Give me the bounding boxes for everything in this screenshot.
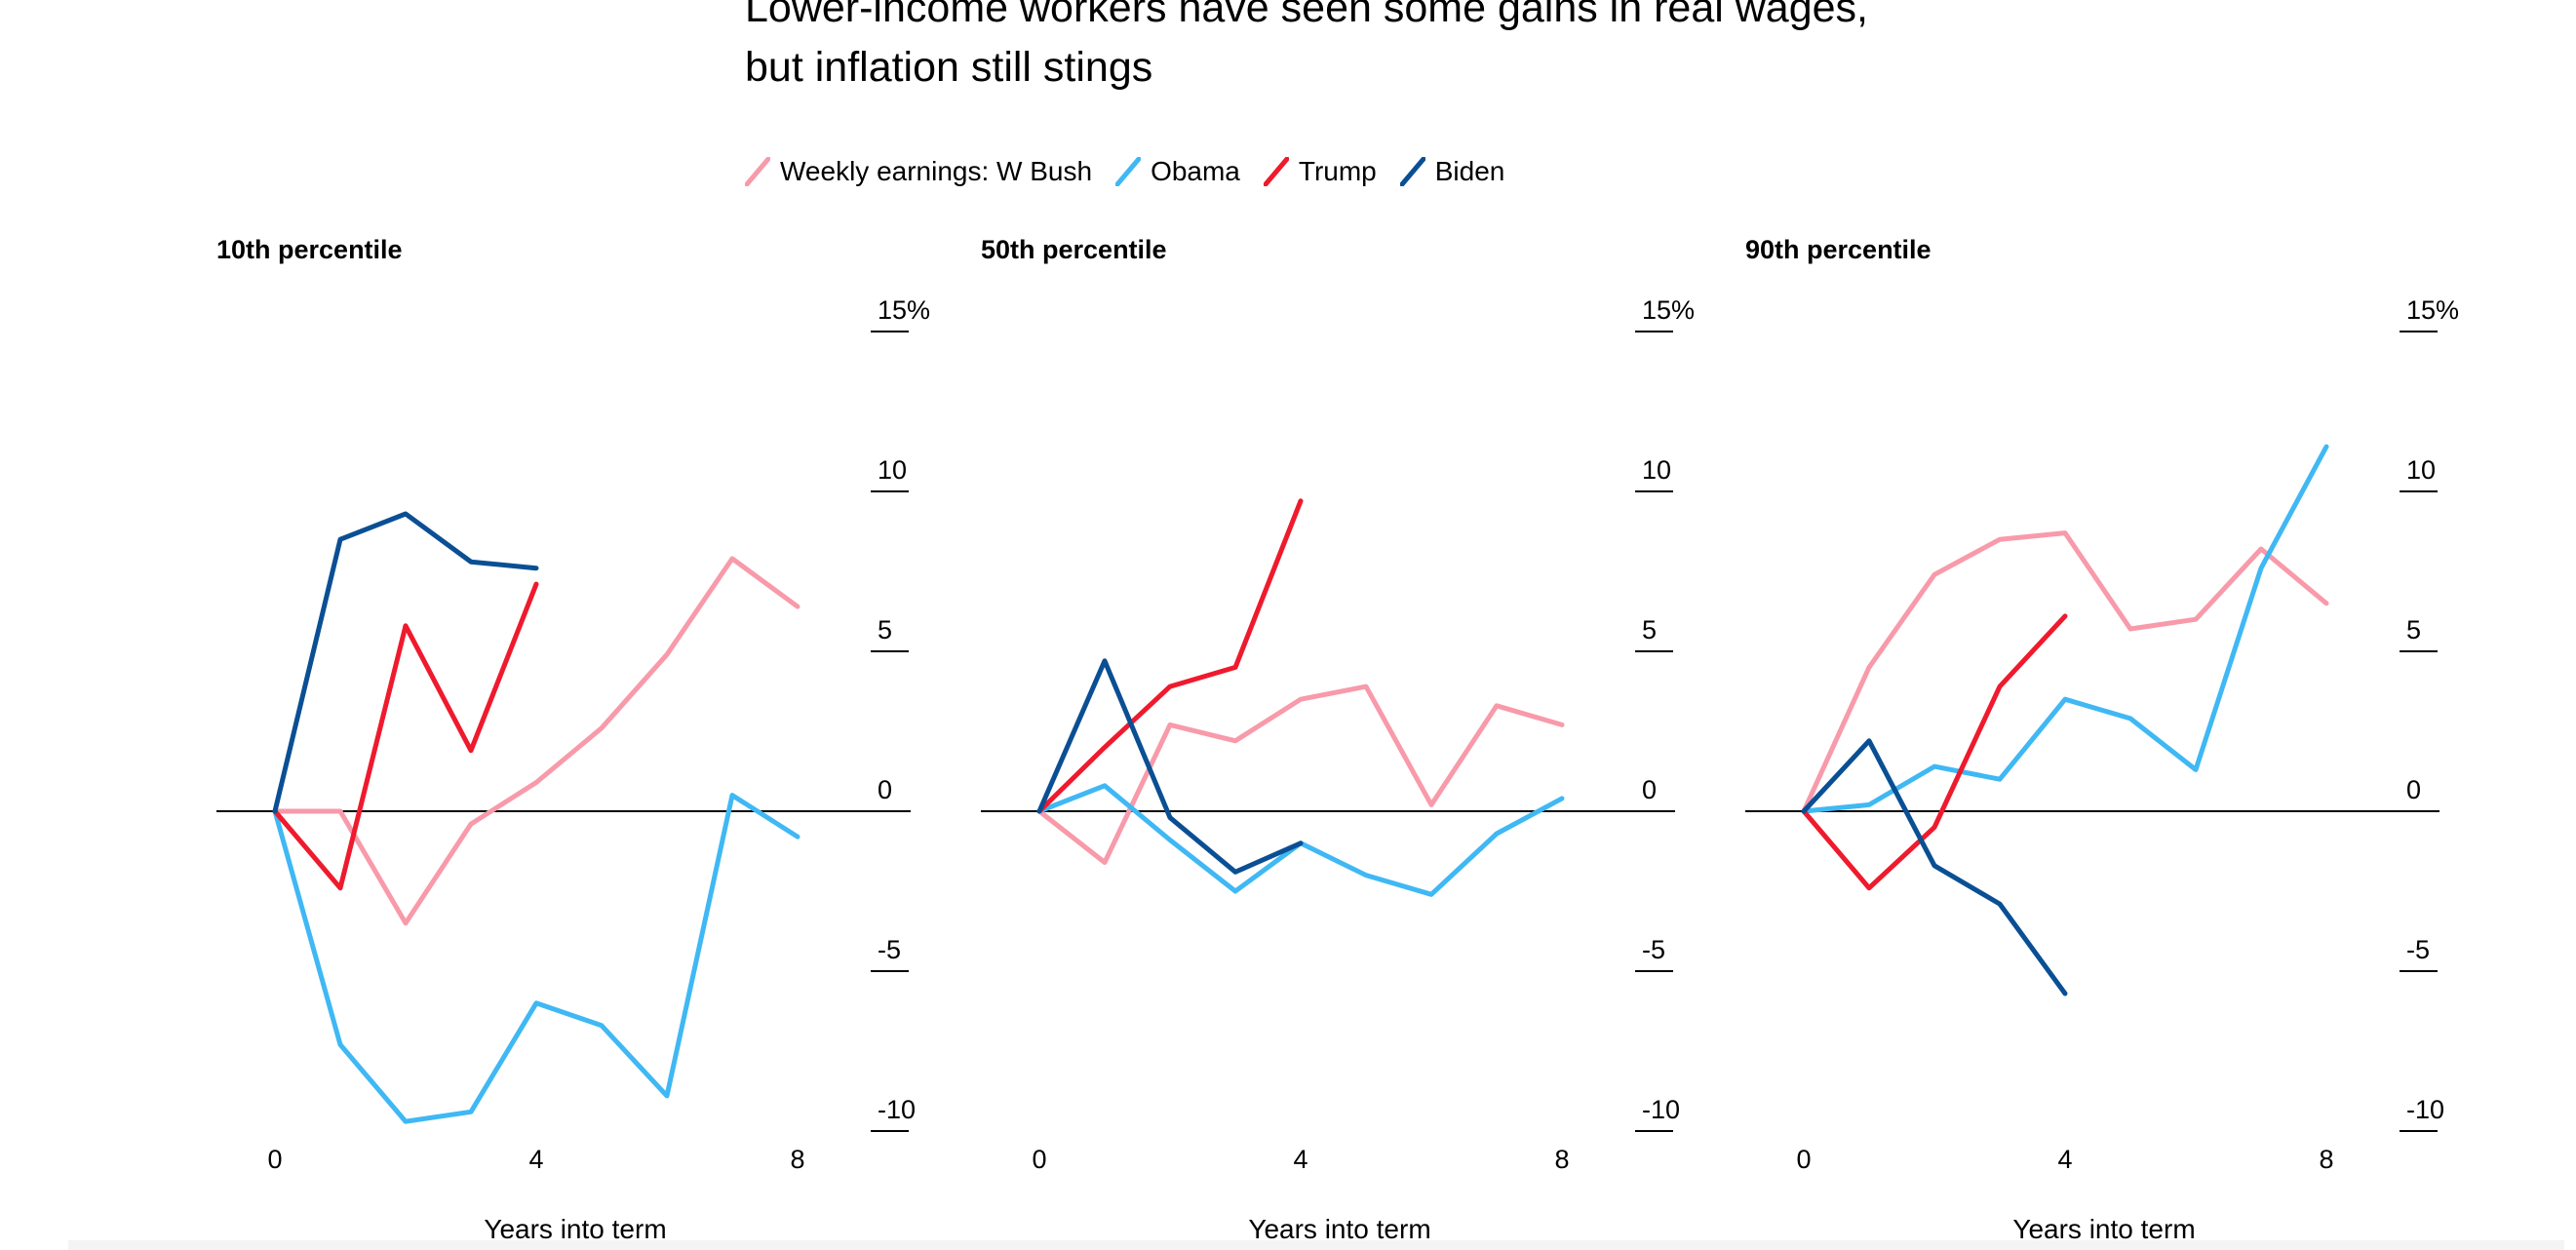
chart-panel-50th-percentile: 50th percentile 15% 10 5 0 -5 -10 0 4 8 Years into…: [981, 215, 1741, 1244]
legend-swatch-biden: [1399, 157, 1425, 186]
x-tick-label: 0: [267, 1145, 282, 1174]
series-line-trump: [1036, 498, 1304, 814]
x-axis-title: Years into term: [2012, 1214, 2195, 1244]
x-tick-label: 0: [1032, 1145, 1046, 1174]
y-tick-label: 15%: [1642, 295, 1695, 325]
y-tick-label: -10: [878, 1095, 916, 1124]
panel-title: 10th percentile: [216, 235, 403, 264]
x-axis-title: Years into term: [1248, 1214, 1430, 1244]
panel-title: 90th percentile: [1745, 235, 1932, 264]
legend-item-obama: Obama: [1115, 156, 1240, 187]
chart-title-line-1: Lower-income workers have seen some gain…: [745, 0, 1868, 31]
y-tick-label: -5: [878, 935, 901, 964]
bottom-divider: [68, 1240, 2564, 1250]
x-tick-label: 4: [1293, 1145, 1308, 1174]
chart-svg-50th-percentile: 50th percentile 15% 10 5 0 -5 -10 0 4 8 Years into…: [981, 235, 1695, 1244]
legend-swatch-w-bush: [745, 157, 770, 186]
panel-title: 50th percentile: [981, 235, 1167, 264]
x-tick-label: 0: [1796, 1145, 1811, 1174]
x-tick-label: 4: [2057, 1145, 2072, 1174]
chart-panel-10th-percentile: 10th percentile 15% 10 5 0 -5 -10 0 4 8 Years into…: [216, 215, 977, 1244]
series-line-biden: [1036, 658, 1304, 875]
y-tick-label: 15%: [878, 295, 930, 325]
y-tick-label: 0: [2406, 775, 2421, 804]
series-line-trump: [272, 581, 539, 891]
legend-label-trump: Trump: [1298, 156, 1377, 186]
y-tick-label: 10: [878, 455, 907, 485]
chart-title: Lower-income workers have seen some gain…: [745, 0, 2110, 98]
series-line-obama: [1801, 444, 2329, 814]
x-tick-label: 8: [1554, 1145, 1569, 1174]
chart-svg-90th-percentile: 90th percentile 15% 10 5 0 -5 -10 0 4 8 Years into…: [1745, 235, 2459, 1244]
legend: Weekly earnings: W Bush Obama Trump Bide…: [745, 152, 1528, 191]
y-tick-label: 15%: [2406, 295, 2459, 325]
y-tick-label: 0: [878, 775, 892, 804]
y-tick-label: -10: [2406, 1095, 2444, 1124]
y-tick-label: -5: [2406, 935, 2430, 964]
chart-panel-90th-percentile: 90th percentile 15% 10 5 0 -5 -10 0 4 8 Years into…: [1745, 215, 2506, 1244]
chart-title-line-2: but inflation still stings: [745, 44, 1153, 91]
x-tick-label: 8: [790, 1145, 804, 1174]
y-tick-label: 0: [1642, 775, 1657, 804]
series-line-weekly-earnings-w-bush: [1801, 530, 2329, 814]
legend-swatch-trump: [1263, 157, 1289, 186]
legend-item-biden: Biden: [1399, 156, 1505, 187]
x-tick-label: 4: [528, 1145, 543, 1174]
legend-label-biden: Biden: [1434, 156, 1505, 186]
y-tick-label: 5: [2406, 615, 2421, 645]
legend-label-obama: Obama: [1151, 156, 1240, 186]
y-tick-label: -5: [1642, 935, 1665, 964]
series-line-weekly-earnings-w-bush: [1036, 684, 1565, 865]
y-tick-label: 10: [1642, 455, 1671, 485]
series-line-weekly-earnings-w-bush: [272, 556, 800, 926]
legend-label-w-bush: Weekly earnings: W Bush: [780, 156, 1093, 186]
legend-swatch-obama: [1115, 157, 1142, 186]
legend-item-w-bush: Weekly earnings: W Bush: [745, 156, 1092, 187]
series-line-trump: [1801, 613, 2068, 891]
series-line-obama: [272, 793, 800, 1124]
series-line-biden: [272, 511, 539, 814]
legend-item-trump: Trump: [1263, 156, 1377, 187]
y-tick-label: 5: [1642, 615, 1657, 645]
chart-svg-10th-percentile: 10th percentile 15% 10 5 0 -5 -10 0 4 8 Years into…: [216, 235, 930, 1244]
y-tick-label: 10: [2406, 455, 2436, 485]
y-tick-label: -10: [1642, 1095, 1680, 1124]
y-tick-label: 5: [878, 615, 892, 645]
series-line-biden: [1801, 738, 2068, 996]
x-tick-label: 8: [2319, 1145, 2333, 1174]
x-axis-title: Years into term: [484, 1214, 666, 1244]
chart-panels: 10th percentile 15% 10 5 0 -5 -10 0 4 8 Years into…: [0, 215, 2576, 1244]
